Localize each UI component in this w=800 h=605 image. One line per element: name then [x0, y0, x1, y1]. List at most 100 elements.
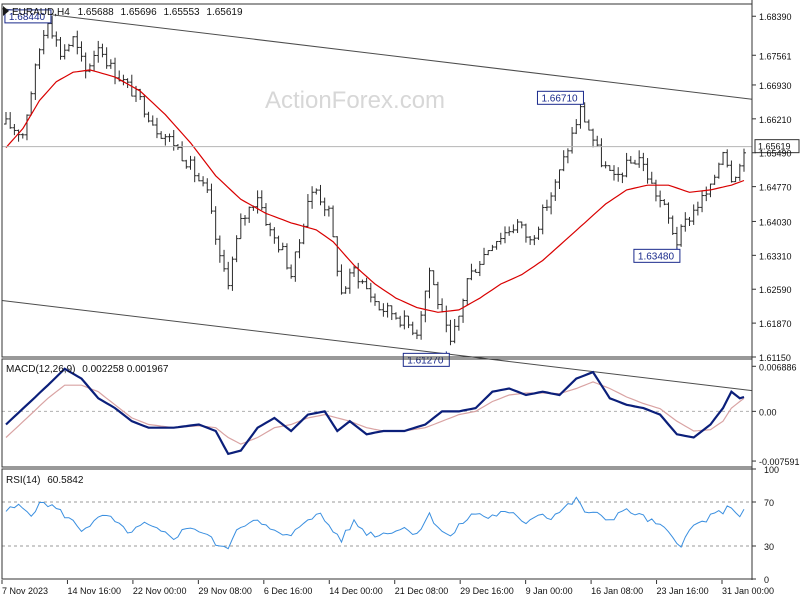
price-bar	[616, 167, 621, 182]
price-bar	[259, 190, 264, 211]
triangle-icon	[3, 6, 9, 16]
symbol-label: EURAUD,H4 1.65688 1.65696 1.65553 1.6561…	[12, 7, 243, 18]
price-bar	[502, 226, 507, 244]
price-bar	[62, 44, 67, 60]
price-bar	[737, 163, 742, 181]
price-bar	[33, 63, 38, 100]
price-bar	[637, 150, 642, 168]
price-bar	[192, 156, 197, 183]
price-bar	[360, 279, 365, 284]
time-axis-label: 14 Dec 00:00	[329, 586, 383, 596]
price-bar	[167, 133, 172, 142]
price-bar	[79, 41, 84, 62]
price-bar	[431, 270, 436, 286]
price-bar	[733, 176, 738, 183]
price-bar	[50, 16, 55, 39]
price-bar	[725, 149, 730, 168]
price-bar	[620, 172, 625, 184]
price-tick-label: 1.61870	[759, 319, 792, 329]
price-bar	[339, 264, 344, 295]
price-bar	[146, 111, 151, 123]
price-bar	[410, 321, 415, 336]
price-bar	[557, 169, 562, 189]
price-bar	[742, 148, 746, 172]
price-bar	[331, 205, 336, 238]
time-axis-label: 22 Nov 00:00	[133, 586, 187, 596]
price-bar	[377, 301, 382, 311]
annotation-box	[4, 9, 52, 24]
annotation-label: 1.68440	[9, 12, 46, 23]
price-bar	[364, 277, 369, 290]
low-value: 1.65553	[163, 7, 200, 18]
price-bar	[427, 267, 432, 299]
price-tick-label: 1.64770	[759, 183, 792, 193]
price-bar	[385, 302, 390, 318]
price-bar	[662, 199, 667, 206]
price-bar	[12, 123, 17, 136]
price-bar	[578, 102, 583, 129]
price-bar	[536, 226, 541, 240]
price-bar	[599, 138, 604, 168]
price-bar	[456, 315, 461, 331]
price-bar	[570, 126, 575, 154]
price-bar	[45, 22, 50, 39]
rsi-header: RSI(14) 60.5842	[6, 475, 84, 486]
price-bar	[71, 36, 76, 48]
open-value: 1.65688	[78, 7, 115, 18]
price-bar	[469, 263, 474, 281]
price-bar	[595, 135, 600, 147]
price-bar	[389, 305, 394, 321]
price-bar	[226, 261, 231, 290]
price-bar	[129, 74, 134, 97]
time-axis-label: 6 Dec 16:00	[264, 586, 313, 596]
price-bar	[511, 224, 516, 234]
price-bar	[163, 133, 168, 146]
price-bar	[649, 171, 654, 184]
rsi-tick-label: 0	[764, 575, 769, 585]
time-axis-label: 16 Jan 08:00	[591, 586, 643, 596]
annotation-label: 1.63480	[638, 251, 675, 262]
price-bar	[24, 114, 29, 141]
price-bar	[641, 152, 646, 172]
price-bar	[423, 290, 428, 323]
price-tick-label: 1.67561	[759, 51, 792, 61]
price-bar	[20, 133, 25, 139]
price-bar	[37, 48, 42, 70]
price-bar	[574, 119, 579, 135]
price-bar	[632, 159, 637, 165]
price-bar	[448, 319, 453, 346]
price-bar	[280, 242, 285, 251]
price-bar	[402, 310, 407, 330]
price-tick-label: 1.62590	[759, 285, 792, 295]
price-bar	[612, 165, 617, 181]
annotation-box	[633, 248, 681, 263]
price-bar	[125, 78, 130, 89]
price-bar	[721, 151, 726, 166]
price-bar	[461, 298, 466, 323]
price-bar	[318, 184, 323, 206]
price-bar	[561, 150, 566, 172]
price-bar	[565, 148, 570, 164]
price-bar	[607, 165, 612, 172]
price-bar	[507, 226, 512, 236]
price-bar	[695, 201, 700, 216]
price-bar	[268, 222, 273, 237]
price-bar	[515, 219, 520, 234]
macd-tick-label: -0.007591	[759, 457, 800, 467]
macd-values: 0.002258 0.001967	[82, 364, 169, 375]
time-axis-label: 23 Jan 16:00	[657, 586, 709, 596]
price-bar	[435, 281, 440, 310]
price-bar	[293, 251, 298, 282]
price-bar	[326, 205, 331, 217]
price-bar	[171, 129, 176, 151]
price-bar	[213, 206, 218, 245]
price-bar	[582, 102, 587, 123]
price-bar	[368, 282, 373, 303]
price-bar	[184, 159, 189, 169]
price-bar	[544, 199, 549, 211]
price-bar	[58, 37, 63, 60]
rsi-tick-label: 30	[764, 542, 774, 552]
price-bar	[108, 59, 113, 69]
price-bar	[494, 240, 499, 250]
price-bar	[393, 312, 398, 320]
